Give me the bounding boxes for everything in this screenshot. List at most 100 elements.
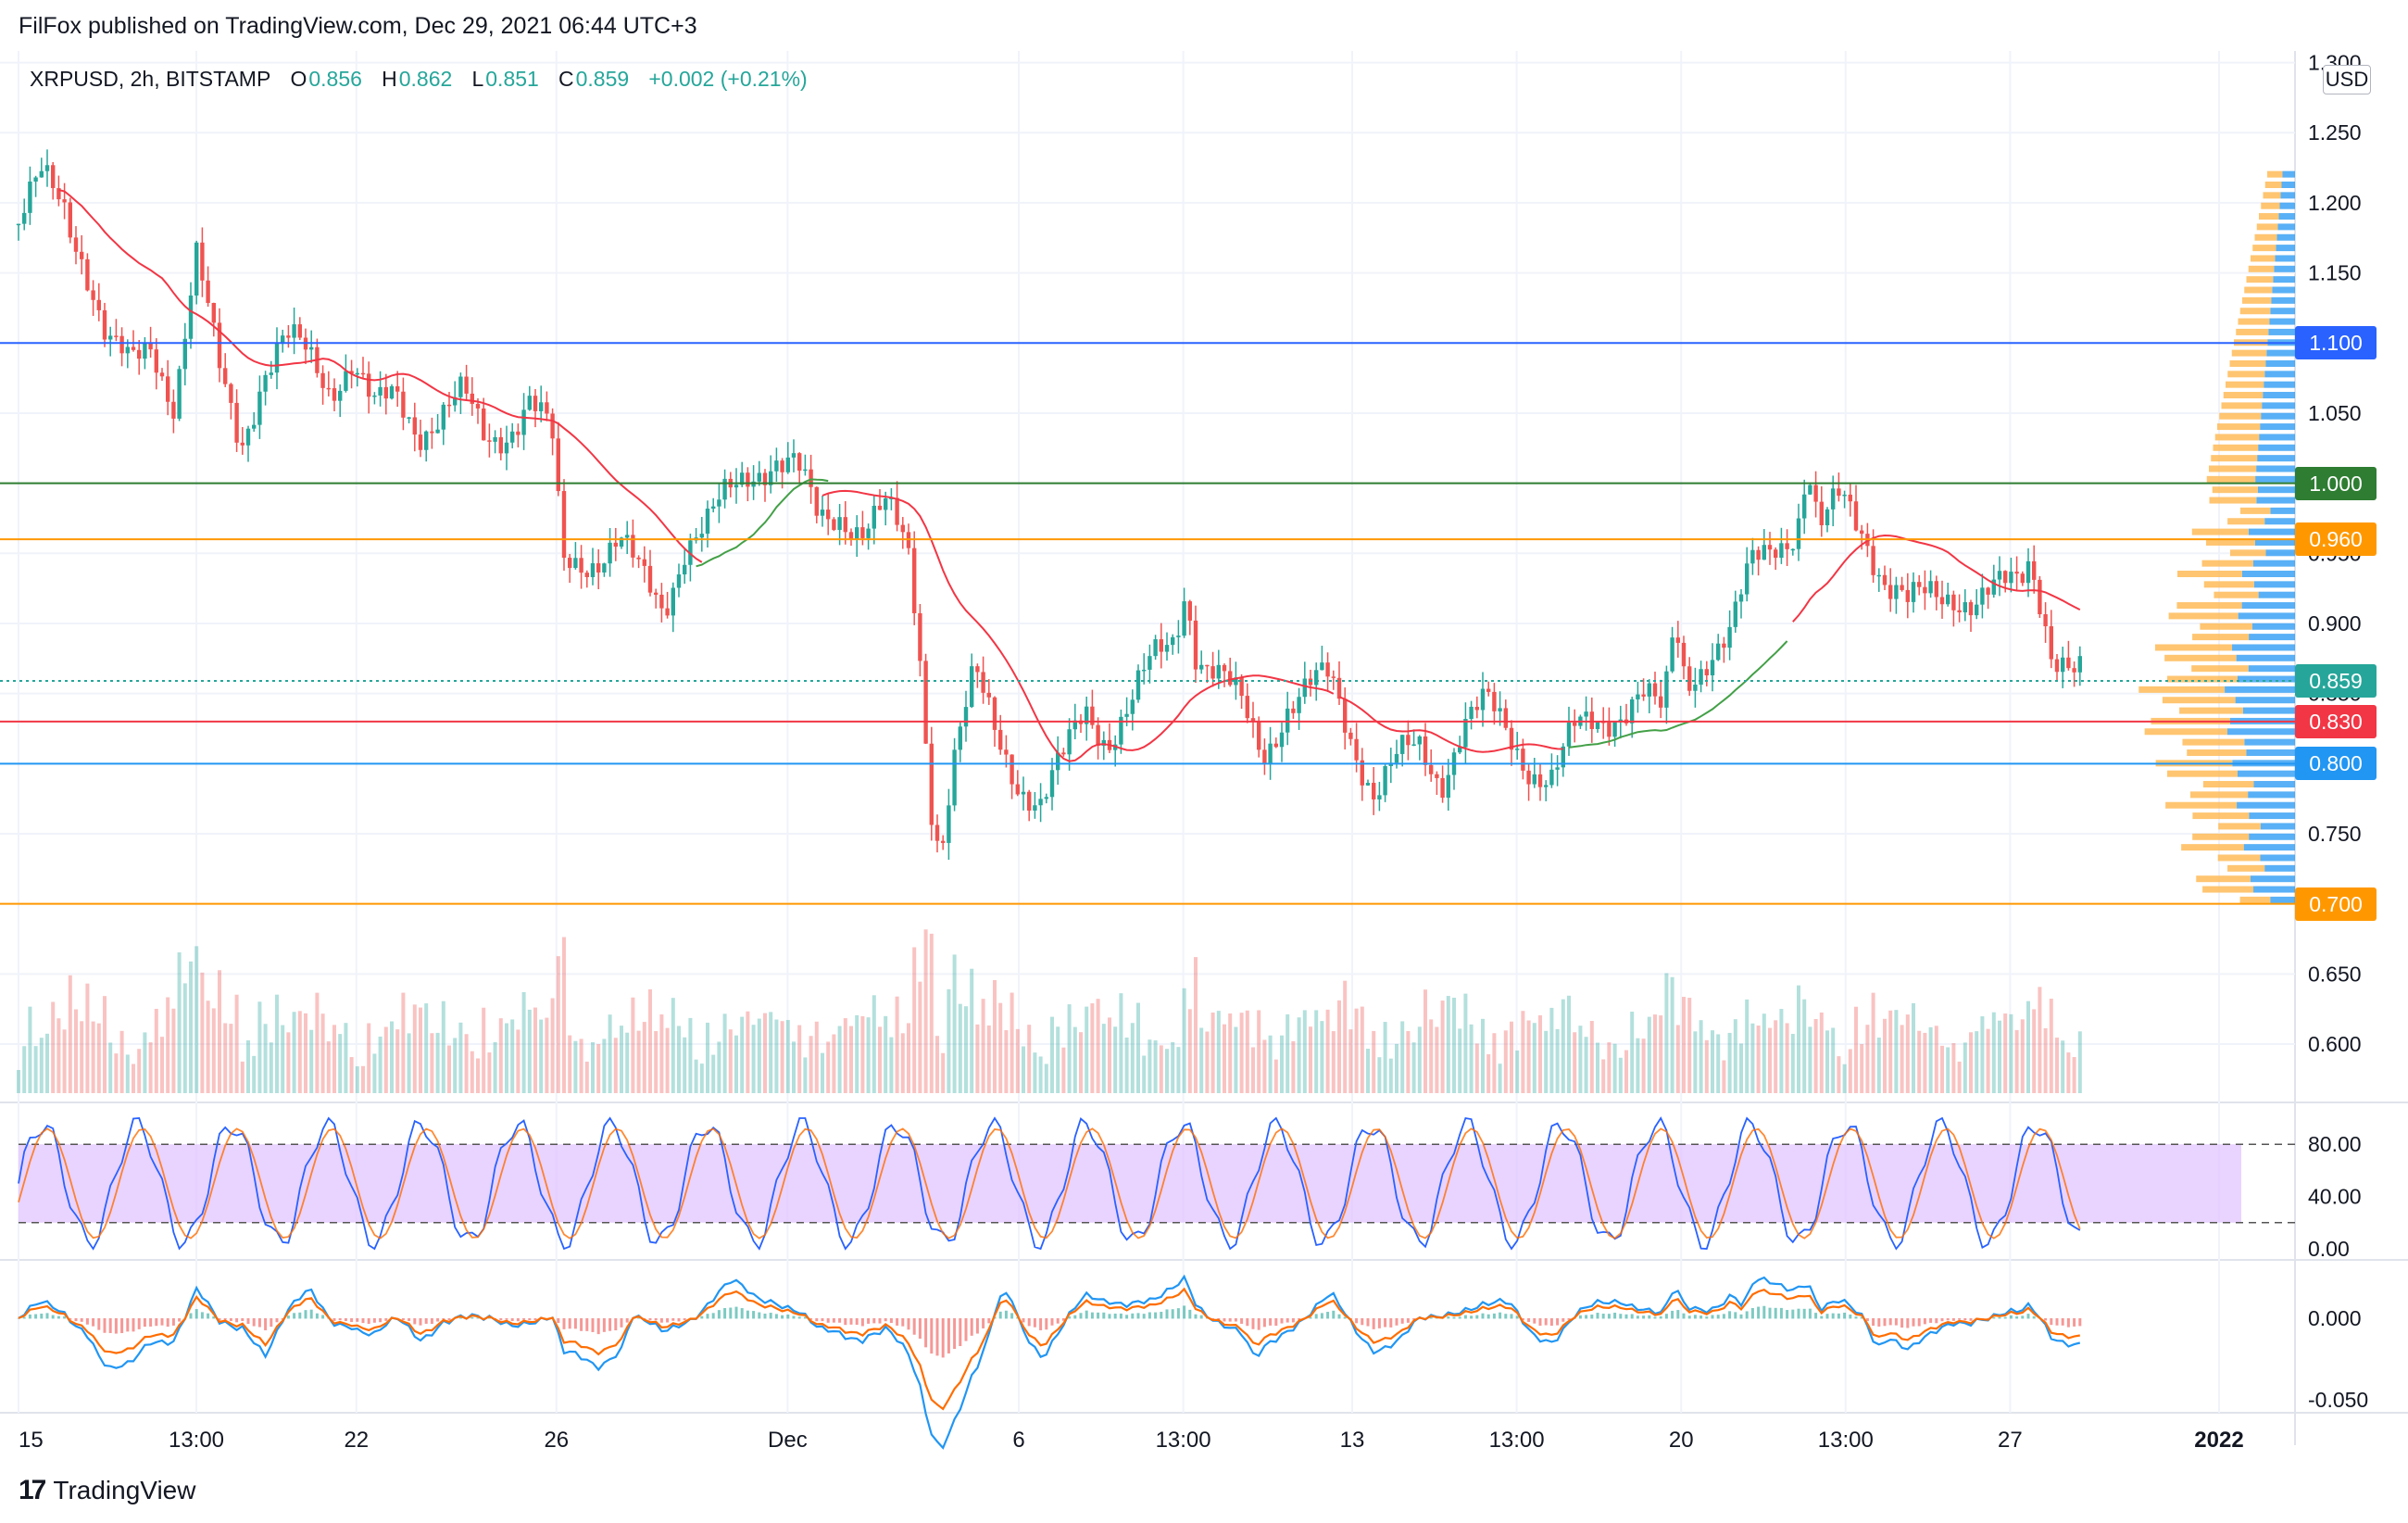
volume-bar <box>2072 1057 2076 1093</box>
candle-body <box>1297 697 1301 713</box>
volume-bar <box>1940 1045 1944 1093</box>
candle-body <box>1049 770 1055 798</box>
macd-histogram-bar <box>1447 1316 1450 1319</box>
volume-profile-bar <box>2255 475 2295 483</box>
volume-bar <box>1343 980 1348 1093</box>
candle-body <box>986 692 991 698</box>
candle-body <box>1566 722 1572 747</box>
macd-histogram-bar <box>924 1317 928 1348</box>
candle-body <box>1085 706 1089 724</box>
candle-body <box>711 506 716 510</box>
volume-profile-bar <box>2214 434 2260 441</box>
macd-histogram-bar <box>45 1313 49 1319</box>
volume-bar <box>1865 1025 1870 1093</box>
ohlc-legend: XRPUSD, 2h, BITSTAMP O0.856 H0.862 L0.85… <box>30 67 809 92</box>
volume-bar <box>1951 1043 1956 1093</box>
candle-body <box>722 478 727 500</box>
macd-histogram-bar <box>1377 1317 1381 1328</box>
candle-body <box>1756 549 1761 560</box>
candle-body <box>1480 688 1486 711</box>
candle-body <box>1968 602 1974 616</box>
currency-label[interactable]: USD <box>2323 65 2371 94</box>
macd-histogram-bar <box>1320 1313 1323 1319</box>
volume-profile-bar <box>2254 538 2295 546</box>
macd-histogram-bar <box>1027 1317 1031 1327</box>
volume-bar <box>677 1026 681 1093</box>
macd-histogram-bar <box>964 1317 968 1341</box>
macd-histogram-bar <box>436 1317 440 1322</box>
candle-body <box>389 385 395 399</box>
volume-bar <box>1022 1046 1025 1093</box>
volume-profile-bar <box>2196 875 2251 883</box>
candle-body <box>1469 706 1474 719</box>
tradingview-brand: TradingView <box>53 1476 196 1504</box>
macd-histogram-bar <box>505 1317 508 1320</box>
volume-profile-bar <box>2256 497 2295 504</box>
volume-bar <box>895 996 899 1093</box>
macd-histogram-bar <box>361 1317 365 1324</box>
volume-bar <box>884 1015 888 1093</box>
volume-bar <box>780 1021 784 1093</box>
tradingview-footer[interactable]: 17 TradingView <box>19 1475 195 1506</box>
macd-histogram-bar <box>602 1317 606 1332</box>
volume-profile-bar <box>2181 844 2244 851</box>
volume-bar <box>1860 1044 1864 1093</box>
candle-body <box>1383 765 1387 796</box>
volume-bar <box>1636 1038 1640 1093</box>
volume-bar <box>1515 1050 1520 1093</box>
macd-histogram-bar <box>1900 1317 1904 1328</box>
macd-histogram-bar <box>223 1317 227 1320</box>
volume-bar <box>487 1052 492 1093</box>
volume-bar <box>91 1021 95 1093</box>
volume-bar <box>1727 1032 1732 1093</box>
volume-bar <box>218 970 221 1093</box>
macd-histogram-bar <box>987 1317 991 1324</box>
macd-histogram-bar <box>132 1317 135 1332</box>
candle-body <box>1004 749 1009 755</box>
macd-histogram-bar <box>729 1307 733 1319</box>
candle-body <box>1537 774 1543 787</box>
macd-histogram-bar <box>1510 1314 1513 1319</box>
candle-body <box>1733 601 1737 627</box>
macd-histogram-bar <box>92 1317 95 1327</box>
macd-histogram-bar <box>1240 1317 1244 1324</box>
candle-body <box>619 537 624 548</box>
volume-bar <box>1216 1011 1221 1093</box>
macd-histogram-bar <box>350 1317 354 1323</box>
volume-bar <box>1831 1027 1836 1093</box>
macd-histogram-bar <box>1940 1317 1944 1322</box>
macd-histogram-bar <box>786 1314 790 1319</box>
candle-body <box>1205 664 1210 667</box>
volume-bar <box>56 1018 61 1093</box>
macd-histogram-bar <box>959 1317 962 1347</box>
candle-body <box>482 408 486 441</box>
candle-body <box>1320 662 1324 671</box>
candle-body <box>1808 485 1812 495</box>
macd-histogram-bar <box>1274 1317 1278 1327</box>
macd-histogram-bar <box>1883 1317 1887 1327</box>
macd-histogram-bar <box>654 1317 658 1321</box>
volume-bar <box>620 1026 623 1093</box>
volume-profile-bar <box>2264 381 2295 388</box>
candle-body <box>154 349 158 373</box>
candle-body <box>446 404 452 407</box>
volume-profile-bar <box>2244 286 2273 294</box>
price-tick-label: 1.150 <box>2308 261 2362 285</box>
volume-profile-bar <box>2168 612 2239 620</box>
volume-bar <box>1917 1030 1922 1093</box>
candle-body <box>837 517 842 531</box>
volume-bar <box>1108 1017 1111 1093</box>
candle-body <box>1612 722 1617 737</box>
volume-bar <box>22 1046 27 1093</box>
volume-bar <box>1273 1059 1278 1093</box>
macd-histogram-bar <box>17 1317 20 1319</box>
volume-bar <box>1377 1057 1382 1093</box>
candle-body <box>584 573 589 577</box>
volume-bar <box>1469 1024 1474 1093</box>
volume-bar <box>1331 1031 1336 1093</box>
volume-bar <box>119 1030 124 1093</box>
candle-body <box>1360 760 1364 786</box>
candle-body <box>872 505 876 529</box>
volume-profile-bar <box>2227 518 2265 525</box>
